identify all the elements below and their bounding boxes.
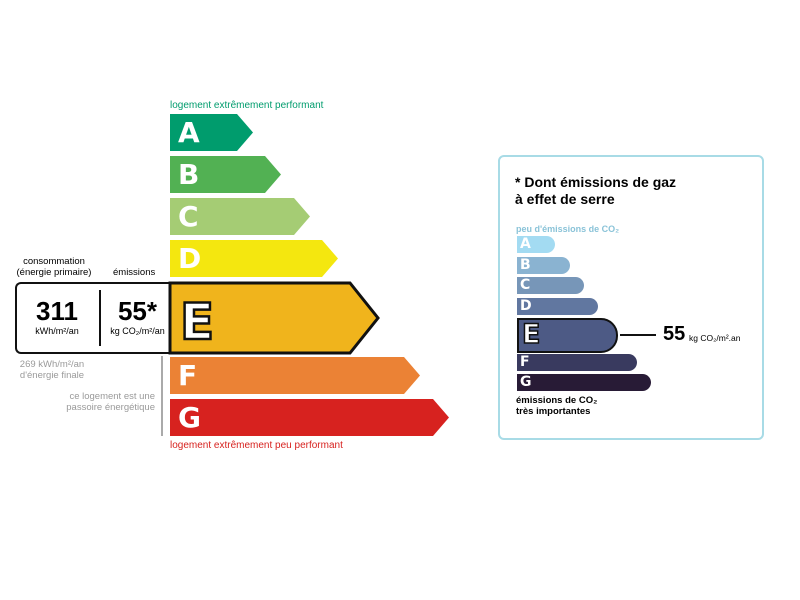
ges-class-b: B <box>517 257 570 274</box>
ges-class-g: G <box>517 374 651 391</box>
top-performance-label: logement extrêmement performant <box>170 100 324 111</box>
values-box: 311 kWh/m²/an 55* kg CO₂/m²/an <box>15 282 172 354</box>
bottom-performance-label: logement extrêmement peu performant <box>170 440 343 451</box>
energy-class-d: D <box>170 240 338 277</box>
energy-class-b: B <box>170 156 281 193</box>
ges-bottom-label: émissions de CO₂ très importantes <box>516 395 598 417</box>
emissions-header: émissions <box>113 267 156 278</box>
ges-panel <box>498 155 764 440</box>
ges-value: 55 <box>663 323 686 345</box>
energy-class-c: C <box>170 198 310 235</box>
emissions-unit: kg CO₂/m²/an <box>110 326 165 336</box>
ges-class-e-current: E <box>517 318 618 353</box>
energy-current-letter: E <box>180 293 214 351</box>
ges-class-a: A <box>517 236 555 253</box>
ges-class-c: C <box>517 277 584 294</box>
ges-class-f: F <box>517 354 637 371</box>
ges-unit: kg CO₂/m².an <box>689 333 741 343</box>
consumption-value: 311 <box>36 296 78 326</box>
energy-class-f: F <box>170 357 420 394</box>
ges-title: * Dont émissions de gaz à effet de serre <box>515 174 677 207</box>
energy-class-a: A <box>170 114 253 151</box>
emissions-value: 55* <box>117 296 158 326</box>
ges-pointer-line <box>620 334 656 336</box>
divider <box>161 356 163 436</box>
ges-top-label: peu d'émissions de CO₂ <box>516 224 620 234</box>
consumption-unit: kWh/m²/an <box>35 326 79 336</box>
energy-class-g: G <box>170 399 449 436</box>
ges-class-d: D <box>517 298 598 315</box>
passoire-note: ce logement est une passoire énergétique <box>66 391 155 413</box>
consumption-header: consommation (énergie primaire) <box>16 256 92 278</box>
final-energy-note: 269 kWh/m²/an d'énergie finale <box>19 359 85 381</box>
energy-class-e-current: E <box>168 281 380 355</box>
